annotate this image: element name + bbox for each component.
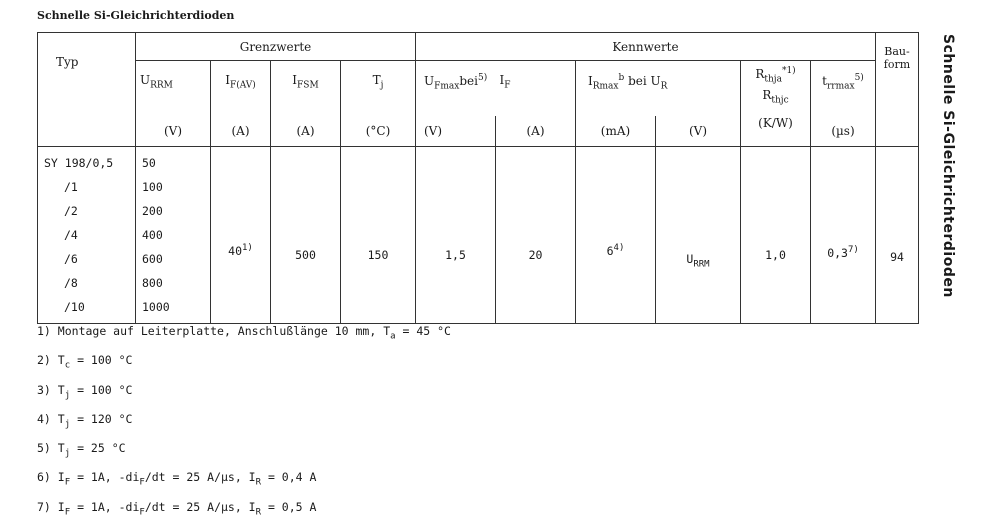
bauform-value: 94 <box>875 146 919 324</box>
unit-if: (A) <box>495 116 576 147</box>
col-ifav: IF(AV) <box>210 60 271 116</box>
urrm-value: 800 <box>142 276 163 290</box>
unit-ufmax: (V) <box>415 116 496 147</box>
ufmax-value: 1,5 <box>415 146 496 324</box>
col-rth: Rthja*1) Rthjc <box>740 60 811 116</box>
type-item: /6 <box>64 252 78 266</box>
urrm-value: 200 <box>142 204 163 218</box>
type-item: /4 <box>64 228 78 242</box>
col-if: IF <box>495 60 576 116</box>
urrm-value: 600 <box>142 252 163 266</box>
ifav-value: 401) <box>210 146 271 324</box>
footnote-6: 6) IF = 1A, -diF/dt = 25 A/µs, IR = 0,4 … <box>37 470 317 488</box>
urrm-value: 100 <box>142 180 163 194</box>
footnote-3: 3) Tj = 100 °C <box>37 382 133 400</box>
ifsm-value: 500 <box>270 146 341 324</box>
col-ifsm: IFSM <box>270 60 341 116</box>
unit-ifsm: (A) <box>270 116 341 147</box>
unit-tj: (°C) <box>340 116 416 147</box>
header-kennwerte: Kennwerte <box>415 32 876 61</box>
trr-value: 0,37) <box>810 146 876 324</box>
type-item: /10 <box>64 300 85 314</box>
ur-value: URRM <box>655 146 741 324</box>
footnote-1: 1) Montage auf Leiterplatte, Anschlußlän… <box>37 324 451 342</box>
col-tj: Tj <box>340 60 416 116</box>
footnote-4: 4) Tj = 120 °C <box>37 411 133 430</box>
header-typ: Typ <box>37 32 136 147</box>
page-title: Schnelle Si-Gleichrichterdioden <box>37 9 235 22</box>
type-item: SY 198/0,5 <box>44 156 114 170</box>
col-trr: trrmax5) <box>810 60 876 116</box>
diode-table: Typ Grenzwerte Kennwerte Bau-form URRM I… <box>37 32 919 324</box>
if-value: 20 <box>495 146 576 324</box>
unit-ifav: (A) <box>210 116 271 147</box>
col-urrm: URRM <box>135 60 211 116</box>
rth-value: 1,0 <box>740 146 811 324</box>
footnote-2: 2) Tc = 100 °C <box>37 353 133 371</box>
footnotes: 1) Montage auf Leiterplatte, Anschlußlän… <box>37 319 451 524</box>
irmax-value: 64) <box>575 146 656 324</box>
urrm-value: 50 <box>142 156 156 170</box>
unit-urrm: (V) <box>135 116 211 147</box>
header-grenzwerte: Grenzwerte <box>135 32 416 61</box>
side-title: Schnelle Si-Gleichrichterdioden <box>940 34 956 298</box>
type-list: SY 198/0,5 /1 /2 /4 /6 /8 /10 <box>37 146 136 324</box>
type-item: /2 <box>64 204 78 218</box>
urrm-value: 1000 <box>142 300 170 314</box>
type-item: /1 <box>64 180 78 194</box>
urrm-list: 50 100 200 400 600 800 1000 <box>135 146 211 324</box>
footnote-5: 5) Tj = 25 °C <box>37 441 126 459</box>
col-ufmax: UFmaxbei5) <box>415 60 496 116</box>
unit-trr: (µs) <box>810 116 876 147</box>
type-item: /8 <box>64 276 78 290</box>
col-irmax: IRmaxb bei UR <box>575 60 741 116</box>
unit-rth: (K/W) <box>740 116 811 147</box>
tj-value: 150 <box>340 146 416 324</box>
urrm-value: 400 <box>142 228 163 242</box>
footnote-7: 7) IF = 1A, -diF/dt = 25 A/µs, IR = 0,5 … <box>37 499 317 518</box>
unit-ur: (V) <box>655 116 741 147</box>
unit-irmax: (mA) <box>575 116 656 147</box>
header-bauform: Bau-form <box>875 32 919 147</box>
